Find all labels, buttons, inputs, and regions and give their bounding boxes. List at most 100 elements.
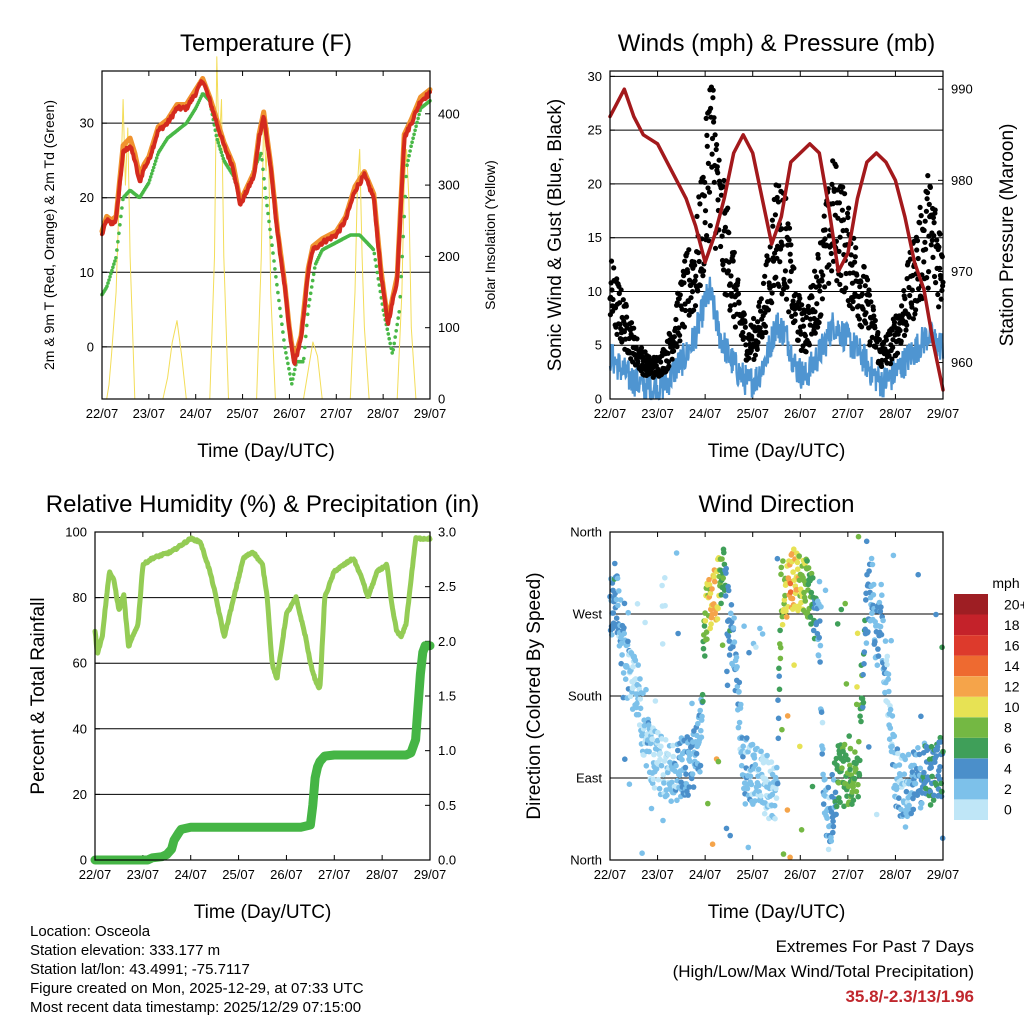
panel3-x-tick-label: 24/07 bbox=[174, 867, 207, 882]
wind-direction-point bbox=[701, 623, 708, 629]
gust-point bbox=[830, 201, 836, 207]
wind-direction-point bbox=[660, 817, 666, 824]
gust-point bbox=[685, 269, 691, 275]
wind-direction-point bbox=[718, 600, 724, 607]
dewpoint-point bbox=[215, 137, 220, 142]
wind-direction-point bbox=[723, 570, 729, 576]
wind-direction-point bbox=[657, 750, 664, 756]
dewpoint-point bbox=[120, 206, 124, 210]
wind-direction-point bbox=[768, 759, 775, 765]
gust-point bbox=[740, 329, 746, 336]
wind-direction-point bbox=[783, 608, 789, 614]
wind-direction-point bbox=[829, 771, 835, 778]
wind-direction-point bbox=[665, 769, 671, 776]
gust-point bbox=[702, 179, 708, 185]
wind-direction-point bbox=[655, 776, 662, 783]
wind-direction-point bbox=[699, 691, 706, 698]
gust-point bbox=[685, 298, 692, 304]
wind-direction-point bbox=[618, 660, 624, 667]
gust-point bbox=[752, 352, 759, 358]
wind-direction-point bbox=[858, 718, 864, 725]
wind-direction-point bbox=[937, 739, 944, 745]
dewpoint-point bbox=[106, 281, 110, 285]
dewpoint-point bbox=[273, 267, 277, 271]
gust-point bbox=[776, 183, 782, 189]
wind-direction-point bbox=[919, 800, 925, 807]
colorbar-swatch bbox=[954, 737, 988, 759]
wind-direction-point bbox=[807, 614, 814, 620]
wind-direction-point bbox=[851, 775, 858, 782]
gust-point bbox=[899, 303, 905, 309]
wind-direction-point bbox=[775, 735, 782, 742]
gust-point bbox=[692, 303, 699, 309]
wind-direction-point bbox=[869, 610, 875, 616]
dewpoint-point bbox=[290, 382, 294, 386]
temp-2m-line bbox=[100, 79, 432, 366]
gust-point bbox=[924, 196, 930, 202]
wind-direction-point bbox=[757, 625, 763, 632]
gust-point bbox=[719, 233, 725, 239]
dewpoint-point bbox=[376, 277, 381, 281]
wind-direction-point bbox=[771, 802, 778, 809]
panel4-x-axis-label: Time (Day/UTC) bbox=[708, 902, 846, 923]
dewpoint-point bbox=[109, 271, 113, 276]
panel3-y2-tick-label: 2.0 bbox=[438, 634, 456, 649]
gust-point bbox=[928, 242, 934, 248]
panel1-y2-tick-label: 400 bbox=[438, 106, 460, 121]
gust-point bbox=[851, 235, 857, 241]
colorbar-label: 4 bbox=[1004, 761, 1012, 777]
extremes-title: Extremes For Past 7 Days bbox=[775, 937, 974, 956]
gust-point bbox=[736, 300, 742, 306]
wind-direction-point bbox=[917, 765, 924, 772]
gust-point bbox=[666, 363, 672, 369]
gust-point bbox=[842, 191, 848, 197]
panel2-x-tick-label: 26/07 bbox=[784, 406, 817, 421]
dewpoint-point bbox=[263, 186, 267, 190]
dewpoint-point bbox=[395, 322, 400, 327]
wind-direction-point bbox=[780, 851, 787, 857]
wind-direction-point bbox=[879, 592, 885, 598]
wind-direction-point bbox=[915, 571, 921, 578]
gust-point bbox=[788, 258, 794, 264]
gust-point bbox=[769, 217, 776, 223]
dewpoint-point bbox=[107, 278, 111, 282]
panel3-y-tick-label: 0 bbox=[80, 853, 87, 868]
gust-point bbox=[897, 327, 903, 334]
wind-direction-point bbox=[850, 797, 857, 803]
wind-direction-point bbox=[756, 782, 762, 789]
gust-point bbox=[922, 239, 928, 245]
wind-direction-point bbox=[939, 644, 945, 651]
wind-direction-point bbox=[635, 662, 641, 668]
gust-point bbox=[751, 315, 757, 322]
wind-direction-point bbox=[775, 697, 781, 703]
dewpoint-point bbox=[268, 227, 272, 232]
gust-point bbox=[890, 344, 896, 351]
gust-point bbox=[894, 350, 901, 356]
wind-direction-point bbox=[773, 795, 780, 801]
wind-direction-point bbox=[895, 750, 901, 757]
wind-direction-point bbox=[662, 575, 668, 581]
gust-point bbox=[931, 233, 937, 239]
gust-point bbox=[848, 252, 854, 258]
panel3-x-tick-label: 26/07 bbox=[270, 867, 303, 882]
dewpoint-point bbox=[396, 316, 401, 320]
gust-point bbox=[782, 268, 789, 274]
gust-point bbox=[714, 142, 720, 148]
gust-point bbox=[669, 356, 675, 362]
wind-direction-point bbox=[774, 780, 781, 787]
wind-direction-point bbox=[846, 733, 852, 739]
gust-point bbox=[786, 309, 792, 315]
gust-point bbox=[818, 312, 824, 318]
wind-direction-point bbox=[885, 676, 891, 682]
gust-point bbox=[693, 273, 699, 279]
colorbar-swatch bbox=[954, 717, 988, 738]
gust-point bbox=[931, 273, 938, 280]
gust-point bbox=[779, 242, 786, 248]
wind-direction-point bbox=[819, 751, 825, 757]
wind-direction-point bbox=[906, 778, 913, 785]
gust-point bbox=[706, 238, 712, 244]
gust-point bbox=[840, 184, 846, 190]
gust-point bbox=[839, 207, 846, 213]
wind-direction-point bbox=[869, 561, 876, 568]
panel4-y-tick-label: North bbox=[570, 525, 602, 540]
